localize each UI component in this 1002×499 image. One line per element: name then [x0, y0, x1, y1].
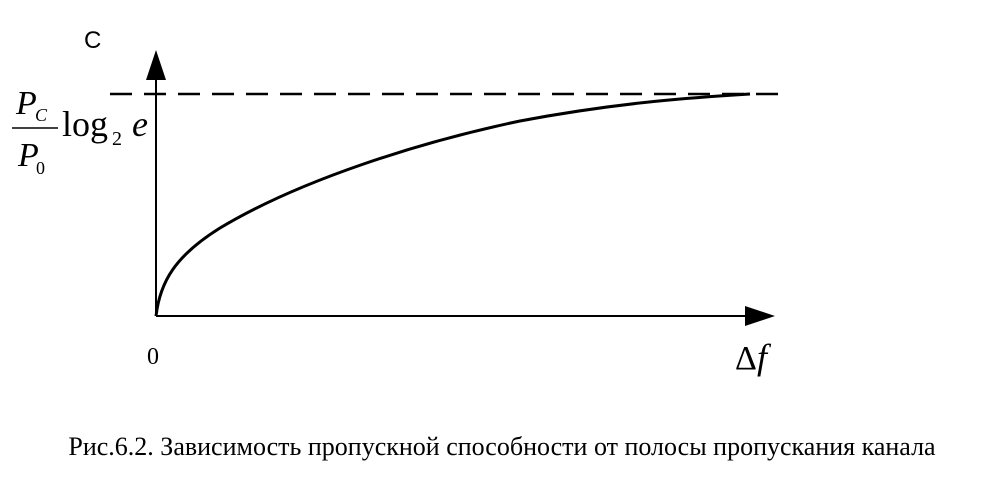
- log-arg: e: [132, 104, 148, 144]
- y-axis-label: С: [84, 27, 101, 54]
- caption: Рис.6.2. Зависимость пропускной способно…: [68, 432, 936, 461]
- x-axis-delta: Δ: [735, 340, 757, 377]
- capacity-curve: [154, 92, 751, 317]
- y-axis-arrow: [146, 50, 166, 80]
- log: log: [62, 104, 108, 144]
- numerator-sub: C: [35, 105, 48, 125]
- x-axis-symbol: f: [757, 337, 772, 377]
- numerator: P: [15, 85, 37, 122]
- log-base: 2: [112, 128, 122, 150]
- x-axis-arrow: [745, 306, 775, 326]
- denominator-sub: 0: [36, 158, 45, 178]
- denominator: P: [17, 137, 39, 174]
- origin-label: 0: [147, 344, 159, 370]
